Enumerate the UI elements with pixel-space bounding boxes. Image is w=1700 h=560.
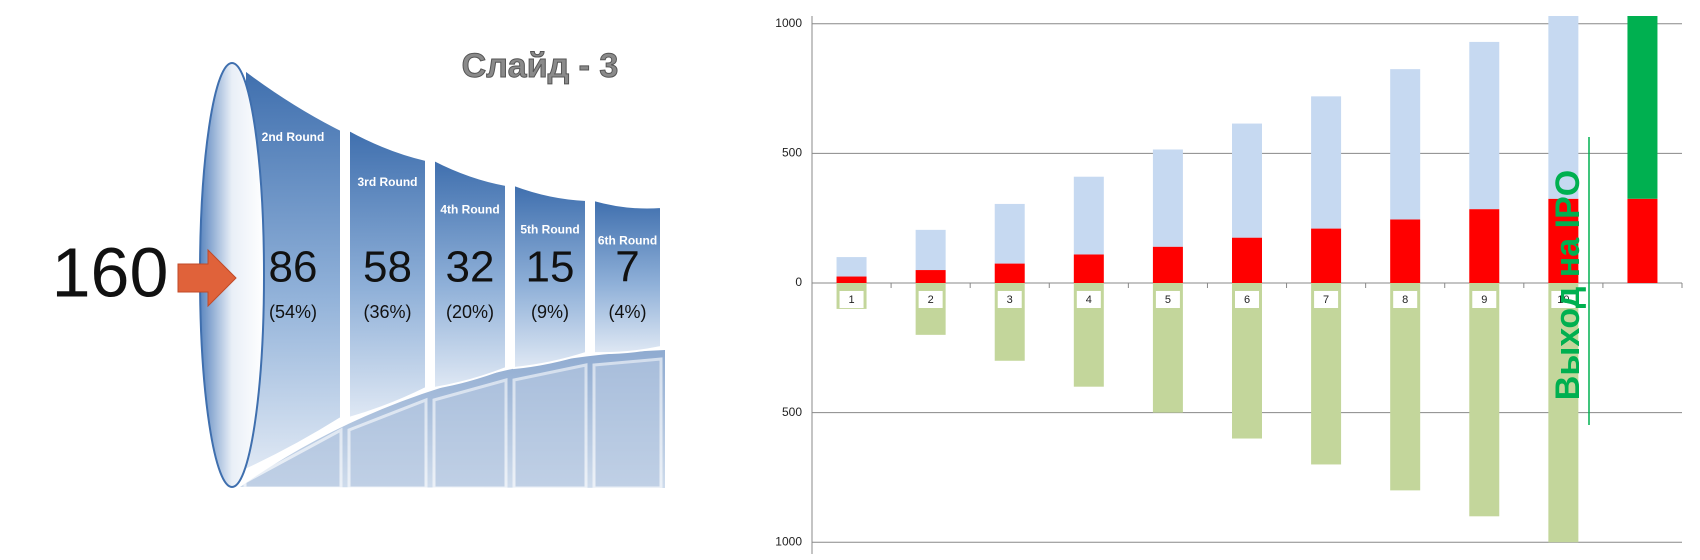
bar-segment bbox=[1390, 219, 1421, 283]
x-tick-label: 4 bbox=[1086, 294, 1092, 306]
bar-segment bbox=[1469, 283, 1500, 517]
bar-segment bbox=[1311, 96, 1342, 229]
stage-value: 15 bbox=[526, 243, 575, 292]
stage-name: 2nd Round bbox=[262, 130, 325, 144]
x-tick-label: 10 bbox=[1557, 294, 1569, 306]
category-box bbox=[997, 291, 1022, 308]
category-box bbox=[918, 291, 943, 308]
bar-segment bbox=[1627, 16, 1658, 199]
bar-segment bbox=[915, 229, 946, 271]
category-box bbox=[1235, 291, 1259, 308]
x-tick-label: 3 bbox=[1007, 294, 1013, 306]
bar-segment bbox=[1548, 283, 1579, 543]
category-box bbox=[1155, 291, 1180, 308]
funnel-panel bbox=[244, 68, 342, 472]
y-tick-label: 500 bbox=[782, 405, 802, 419]
bar-segment bbox=[1469, 209, 1500, 283]
bar-segment bbox=[836, 257, 867, 277]
bar-segment bbox=[915, 270, 946, 283]
category-box bbox=[1076, 291, 1101, 308]
funnel-panel bbox=[348, 128, 427, 420]
category-box bbox=[1393, 291, 1418, 308]
category-box bbox=[1314, 291, 1339, 308]
bar-segment bbox=[1311, 283, 1342, 465]
category-box bbox=[839, 291, 864, 308]
stage-share: (36%) bbox=[363, 302, 411, 322]
funnel-panel bbox=[593, 198, 662, 355]
stage-value: 86 bbox=[269, 243, 318, 292]
bar-segment bbox=[994, 203, 1025, 264]
bar-segment bbox=[1469, 41, 1500, 210]
x-tick-label: 8 bbox=[1402, 294, 1408, 306]
stage-share: (20%) bbox=[446, 302, 494, 322]
bar-segment bbox=[1232, 283, 1262, 439]
x-tick-label: 9 bbox=[1481, 294, 1487, 306]
bar-segment bbox=[1311, 228, 1342, 283]
x-tick-label: 5 bbox=[1165, 294, 1171, 306]
bar-segment bbox=[1152, 246, 1183, 283]
bar-segment bbox=[1390, 283, 1421, 491]
y-tick-label: 1000 bbox=[775, 534, 802, 548]
y-tick-label: 0 bbox=[795, 275, 802, 289]
x-tick-label: 2 bbox=[928, 294, 934, 306]
bar-segment bbox=[915, 283, 946, 335]
funnel: 2nd Round 86 (54%) 3rd Round 58 (36%) 4th Roun… bbox=[52, 46, 665, 490]
arrow bbox=[177, 248, 237, 308]
bar-segment bbox=[1548, 198, 1579, 283]
category-box bbox=[1472, 291, 1497, 308]
bar-segment bbox=[994, 263, 1025, 283]
funnel-panel bbox=[513, 183, 587, 370]
stage-share: (54%) bbox=[269, 302, 317, 322]
bar-segment bbox=[836, 276, 867, 283]
x-tick-label: 6 bbox=[1244, 294, 1250, 306]
bar-segment bbox=[1232, 123, 1262, 238]
stage-name: 5th Round bbox=[520, 223, 579, 237]
stage-share: (4%) bbox=[608, 302, 646, 322]
bar-segment bbox=[1390, 69, 1421, 220]
stage-name: 4th Round bbox=[440, 203, 499, 217]
x-tick-label: 7 bbox=[1323, 294, 1329, 306]
stage-value: 58 bbox=[363, 243, 412, 292]
bar-segment bbox=[1152, 149, 1183, 247]
stage-value: 32 bbox=[446, 243, 495, 292]
bar-segment bbox=[1073, 176, 1104, 255]
bar-segment bbox=[1627, 198, 1658, 283]
y-tick-label: 1000 bbox=[775, 16, 802, 30]
funnel-panel bbox=[433, 158, 507, 390]
funnel-lower-panel bbox=[592, 357, 663, 490]
stage-name: 3rd Round bbox=[358, 175, 418, 189]
bar-segment bbox=[1548, 16, 1579, 199]
bar-segment bbox=[1232, 237, 1262, 283]
x-tick-label: 1 bbox=[848, 294, 854, 306]
annotation: Выход на IPO bbox=[1549, 170, 1587, 400]
bar-segment bbox=[1073, 254, 1104, 283]
slide-title: Слайд - 3 bbox=[462, 47, 619, 85]
stage-value: 7 bbox=[615, 243, 639, 292]
y-tick-label: 500 bbox=[782, 146, 802, 160]
start-value: 160 bbox=[52, 233, 169, 311]
funnel-lower-panel bbox=[347, 397, 428, 490]
funnel-lower-panel bbox=[432, 378, 508, 490]
funnel-lower-panel bbox=[512, 363, 588, 490]
stage-name: 6th Round bbox=[598, 234, 657, 248]
category-box bbox=[1551, 291, 1576, 308]
funnel-lower-panel bbox=[243, 427, 343, 490]
stage-share: (9%) bbox=[531, 302, 569, 322]
